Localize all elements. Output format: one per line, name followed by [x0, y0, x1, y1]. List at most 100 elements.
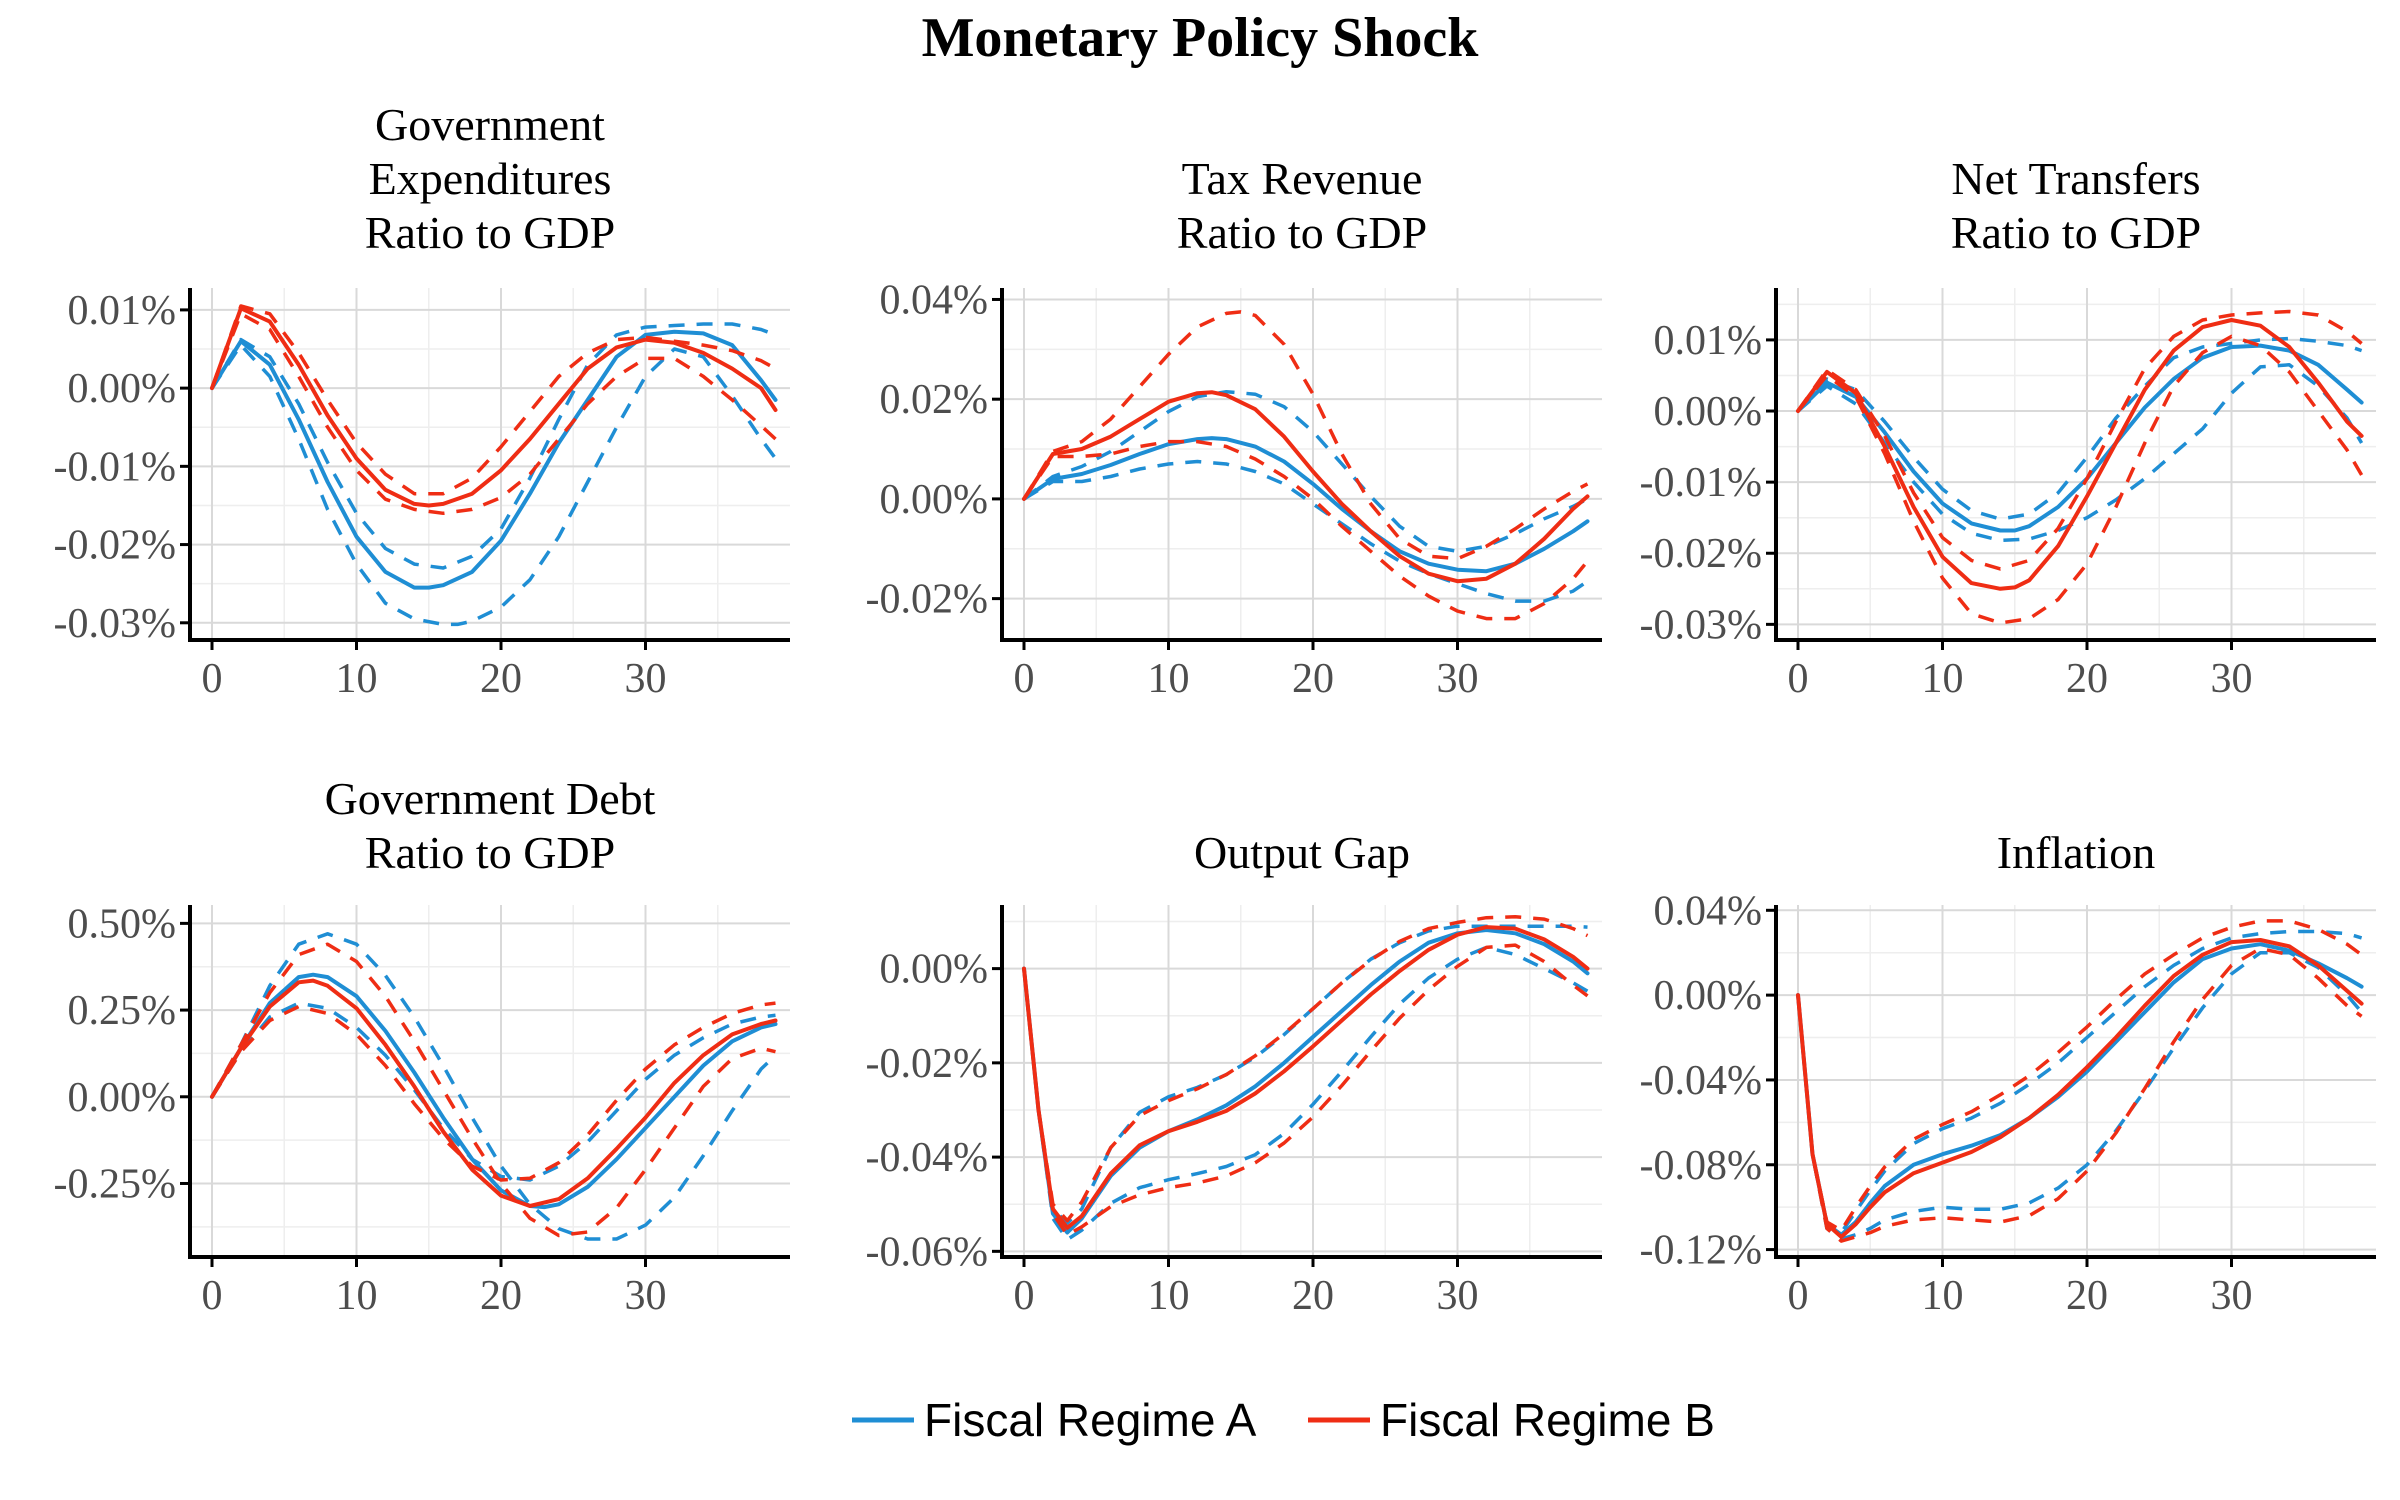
y-tick-label: 0.00% — [68, 366, 177, 412]
band-line-regime-b — [1796, 946, 2363, 1243]
y-tick-label: 0.00% — [1654, 389, 1763, 435]
x-tick-label: 20 — [480, 1273, 522, 1319]
legend-label: Fiscal Regime B — [1380, 1394, 1715, 1446]
figure-title: Monetary Policy Shock — [922, 7, 1480, 69]
series-line-regime-a — [210, 972, 778, 1210]
y-tick-label: -0.25% — [54, 1161, 176, 1207]
y-tick-label: 0.00% — [1654, 973, 1763, 1019]
panel-5: Output Gap 0 10 20 30 -0.06% -0.04% -0.02% 0.00% — [866, 827, 1602, 1319]
band-line-regime-a — [1022, 389, 1589, 554]
y-tick-label: 0.04% — [880, 277, 989, 323]
y-tick-label: -0.04% — [866, 1135, 988, 1181]
band-line-regime-a — [1796, 363, 2364, 543]
x-tick-label: 0 — [1014, 1273, 1035, 1319]
y-tick-label: 0.01% — [68, 288, 177, 334]
y-tick-label: 0.01% — [1654, 318, 1763, 364]
legend-item: Fiscal Regime A — [852, 1394, 1257, 1446]
x-tick-label: 30 — [1437, 656, 1479, 702]
x-tick-label: 0 — [202, 1273, 223, 1319]
band-line-regime-a — [1796, 950, 2363, 1241]
x-tick-label: 30 — [625, 656, 667, 702]
y-tick-label: -0.03% — [54, 601, 176, 647]
x-tick-label: 20 — [2066, 1273, 2108, 1319]
y-tick-label: -0.12% — [1640, 1228, 1762, 1274]
y-tick-label: -0.08% — [1640, 1143, 1762, 1189]
panel-title-line: Government — [375, 99, 605, 150]
series-line-regime-b — [1022, 925, 1590, 1230]
x-tick-label: 10 — [1148, 1273, 1190, 1319]
band-line-regime-a — [1022, 924, 1588, 1225]
band-line-regime-b — [1796, 309, 2363, 571]
x-tick-label: 0 — [1014, 656, 1035, 702]
y-tick-label: 0.02% — [880, 377, 989, 423]
y-tick-label: -0.01% — [1640, 460, 1762, 506]
panel-title-line: Ratio to GDP — [365, 207, 615, 258]
series-line-regime-b — [210, 978, 778, 1208]
y-tick-label: -0.01% — [54, 444, 176, 490]
y-tick-label: -0.02% — [54, 523, 176, 569]
x-tick-label: 30 — [2211, 656, 2253, 702]
panel-title-line: Government Debt — [325, 773, 656, 824]
y-tick-label: -0.03% — [1640, 602, 1762, 648]
x-tick-label: 10 — [336, 656, 378, 702]
x-tick-label: 0 — [1788, 656, 1809, 702]
series-line-regime-a — [1796, 343, 2364, 533]
series-line-regime-b — [1796, 938, 2364, 1239]
panel-6: Inflation 0 10 20 30 -0.12% -0.08% -0.04% 0.00% 0… — [1640, 827, 2376, 1319]
y-tick-label: -0.04% — [1640, 1058, 1762, 1104]
y-tick-label: -0.06% — [866, 1229, 988, 1275]
y-tick-label: 0.50% — [68, 901, 177, 947]
series-line-regime-a — [1022, 436, 1590, 574]
x-tick-label: 10 — [336, 1273, 378, 1319]
band-line-regime-b — [1022, 439, 1589, 621]
band-line-regime-b — [210, 942, 776, 1238]
y-tick-label: -0.02% — [866, 1041, 988, 1087]
panel-title-line: Net Transfers — [1951, 153, 2200, 204]
x-tick-label: 10 — [1922, 656, 1964, 702]
panel-title-line: Output Gap — [1194, 827, 1410, 878]
series-line-regime-b — [1796, 318, 2364, 591]
panel-title-line: Ratio to GDP — [1951, 207, 2201, 258]
band-line-regime-a — [1023, 459, 1589, 603]
band-line-regime-b — [210, 1001, 776, 1182]
band-line-regime-a — [210, 1001, 776, 1182]
y-tick-label: -0.02% — [866, 577, 988, 623]
y-tick-label: 0.00% — [880, 947, 989, 993]
legend: Fiscal Regime A Fiscal Regime B — [852, 1394, 1715, 1446]
series-line-regime-a — [210, 329, 778, 590]
series-line-regime-b — [1022, 390, 1590, 584]
band-line-regime-a — [1022, 945, 1589, 1242]
x-tick-label: 20 — [480, 656, 522, 702]
band-line-regime-a — [1796, 929, 2363, 1235]
x-tick-label: 20 — [1292, 1273, 1334, 1319]
x-tick-label: 30 — [625, 1273, 667, 1319]
legend-label: Fiscal Regime A — [924, 1394, 1257, 1446]
band-line-regime-b — [1022, 943, 1589, 1237]
x-tick-label: 10 — [1148, 656, 1190, 702]
x-tick-label: 20 — [1292, 656, 1334, 702]
y-tick-label: -0.02% — [1640, 531, 1762, 577]
panel-title-line: Inflation — [1997, 827, 2155, 878]
panel-title-line: Ratio to GDP — [1177, 207, 1427, 258]
y-tick-label: 0.04% — [1654, 888, 1763, 934]
band-line-regime-a — [210, 343, 777, 627]
panel-title-line: Ratio to GDP — [365, 827, 615, 878]
x-tick-label: 20 — [2066, 656, 2108, 702]
series-line-regime-b — [210, 306, 778, 508]
x-tick-label: 30 — [2211, 1273, 2253, 1319]
x-tick-label: 30 — [1437, 1273, 1479, 1319]
panel-title-line: Expenditures — [369, 153, 612, 204]
x-tick-label: 0 — [202, 656, 223, 702]
y-tick-label: 0.25% — [68, 988, 177, 1034]
series-line-regime-a — [1022, 928, 1590, 1235]
panel-title-line: Tax Revenue — [1182, 153, 1423, 204]
band-line-regime-b — [210, 304, 777, 496]
legend-item: Fiscal Regime B — [1308, 1394, 1715, 1446]
band-line-regime-b — [1796, 919, 2363, 1233]
